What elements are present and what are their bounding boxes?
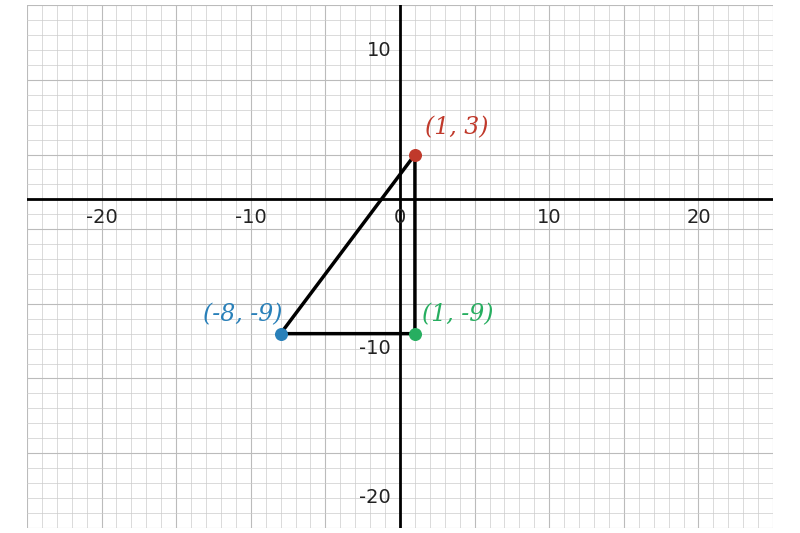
Point	[409, 150, 422, 159]
Text: -10: -10	[359, 339, 391, 358]
Text: (1, 3): (1, 3)	[426, 117, 489, 140]
Text: 10: 10	[366, 41, 391, 60]
Point	[274, 329, 287, 338]
Text: -10: -10	[235, 208, 266, 227]
Text: -20: -20	[359, 488, 391, 507]
Text: 0: 0	[394, 208, 406, 227]
Text: -20: -20	[86, 208, 118, 227]
Text: (-8, -9): (-8, -9)	[203, 303, 282, 326]
Text: (1, -9): (1, -9)	[422, 303, 494, 326]
Text: 10: 10	[537, 208, 562, 227]
Text: 20: 20	[686, 208, 710, 227]
Point	[409, 329, 422, 338]
